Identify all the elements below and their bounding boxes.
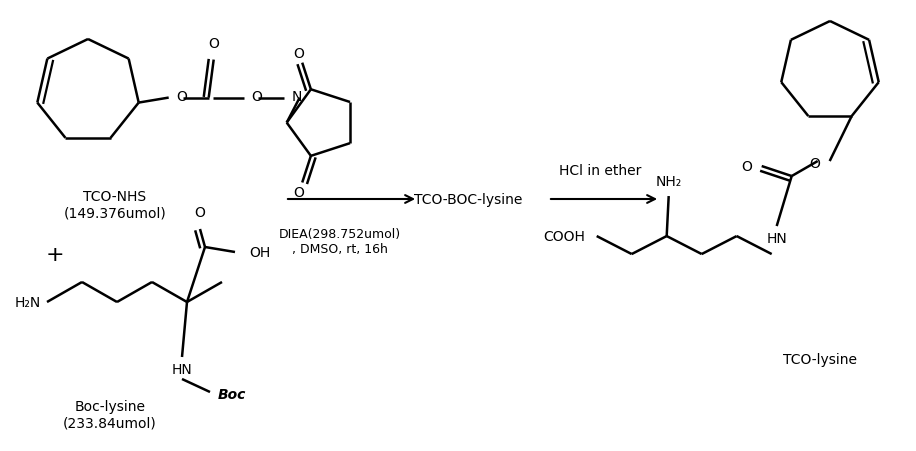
Text: O: O bbox=[294, 186, 305, 199]
Text: O: O bbox=[252, 89, 263, 103]
Text: HN: HN bbox=[171, 362, 192, 376]
Text: HCl in ether: HCl in ether bbox=[559, 164, 641, 178]
Text: OH: OH bbox=[249, 245, 270, 259]
Text: TCO-BOC-lysine: TCO-BOC-lysine bbox=[414, 193, 522, 207]
Text: O: O bbox=[177, 89, 188, 103]
Text: TCO-NHS
(149.376umol): TCO-NHS (149.376umol) bbox=[63, 189, 167, 220]
Text: TCO-lysine: TCO-lysine bbox=[783, 352, 857, 366]
Text: H₂N: H₂N bbox=[15, 295, 41, 309]
Text: N: N bbox=[291, 89, 302, 103]
Text: O: O bbox=[194, 206, 205, 220]
Text: Boc: Boc bbox=[218, 387, 246, 401]
Text: O: O bbox=[741, 160, 752, 174]
Text: COOH: COOH bbox=[543, 230, 584, 244]
Text: O: O bbox=[294, 47, 305, 61]
Text: NH₂: NH₂ bbox=[656, 175, 682, 189]
Text: DIEA(298.752umol)
, DMSO, rt, 16h: DIEA(298.752umol) , DMSO, rt, 16h bbox=[279, 227, 401, 255]
Text: O: O bbox=[809, 156, 820, 170]
Text: Boc-lysine
(233.84umol): Boc-lysine (233.84umol) bbox=[63, 399, 157, 429]
Text: HN: HN bbox=[767, 231, 787, 245]
Text: +: + bbox=[46, 244, 64, 264]
Text: O: O bbox=[208, 37, 219, 51]
